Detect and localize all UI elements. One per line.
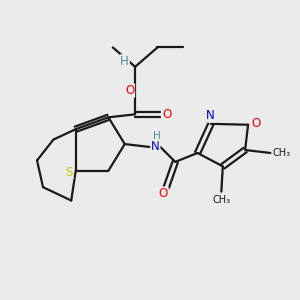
Text: S: S: [65, 166, 73, 179]
Text: CH₃: CH₃: [212, 195, 230, 205]
Text: H: H: [120, 55, 129, 68]
Text: O: O: [159, 187, 168, 200]
Text: O: O: [162, 108, 172, 121]
Text: N: N: [151, 140, 160, 153]
Text: O: O: [251, 117, 260, 130]
Text: CH₃: CH₃: [273, 148, 291, 158]
Text: N: N: [206, 109, 215, 122]
Text: O: O: [125, 84, 134, 97]
Text: H: H: [153, 131, 160, 141]
